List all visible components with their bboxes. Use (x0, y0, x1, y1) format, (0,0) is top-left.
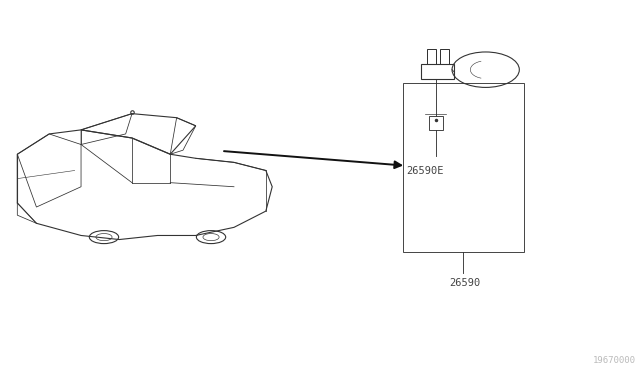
Text: 19670000: 19670000 (593, 356, 636, 365)
Text: 26590E: 26590E (406, 166, 444, 176)
Text: 26590: 26590 (449, 278, 481, 288)
